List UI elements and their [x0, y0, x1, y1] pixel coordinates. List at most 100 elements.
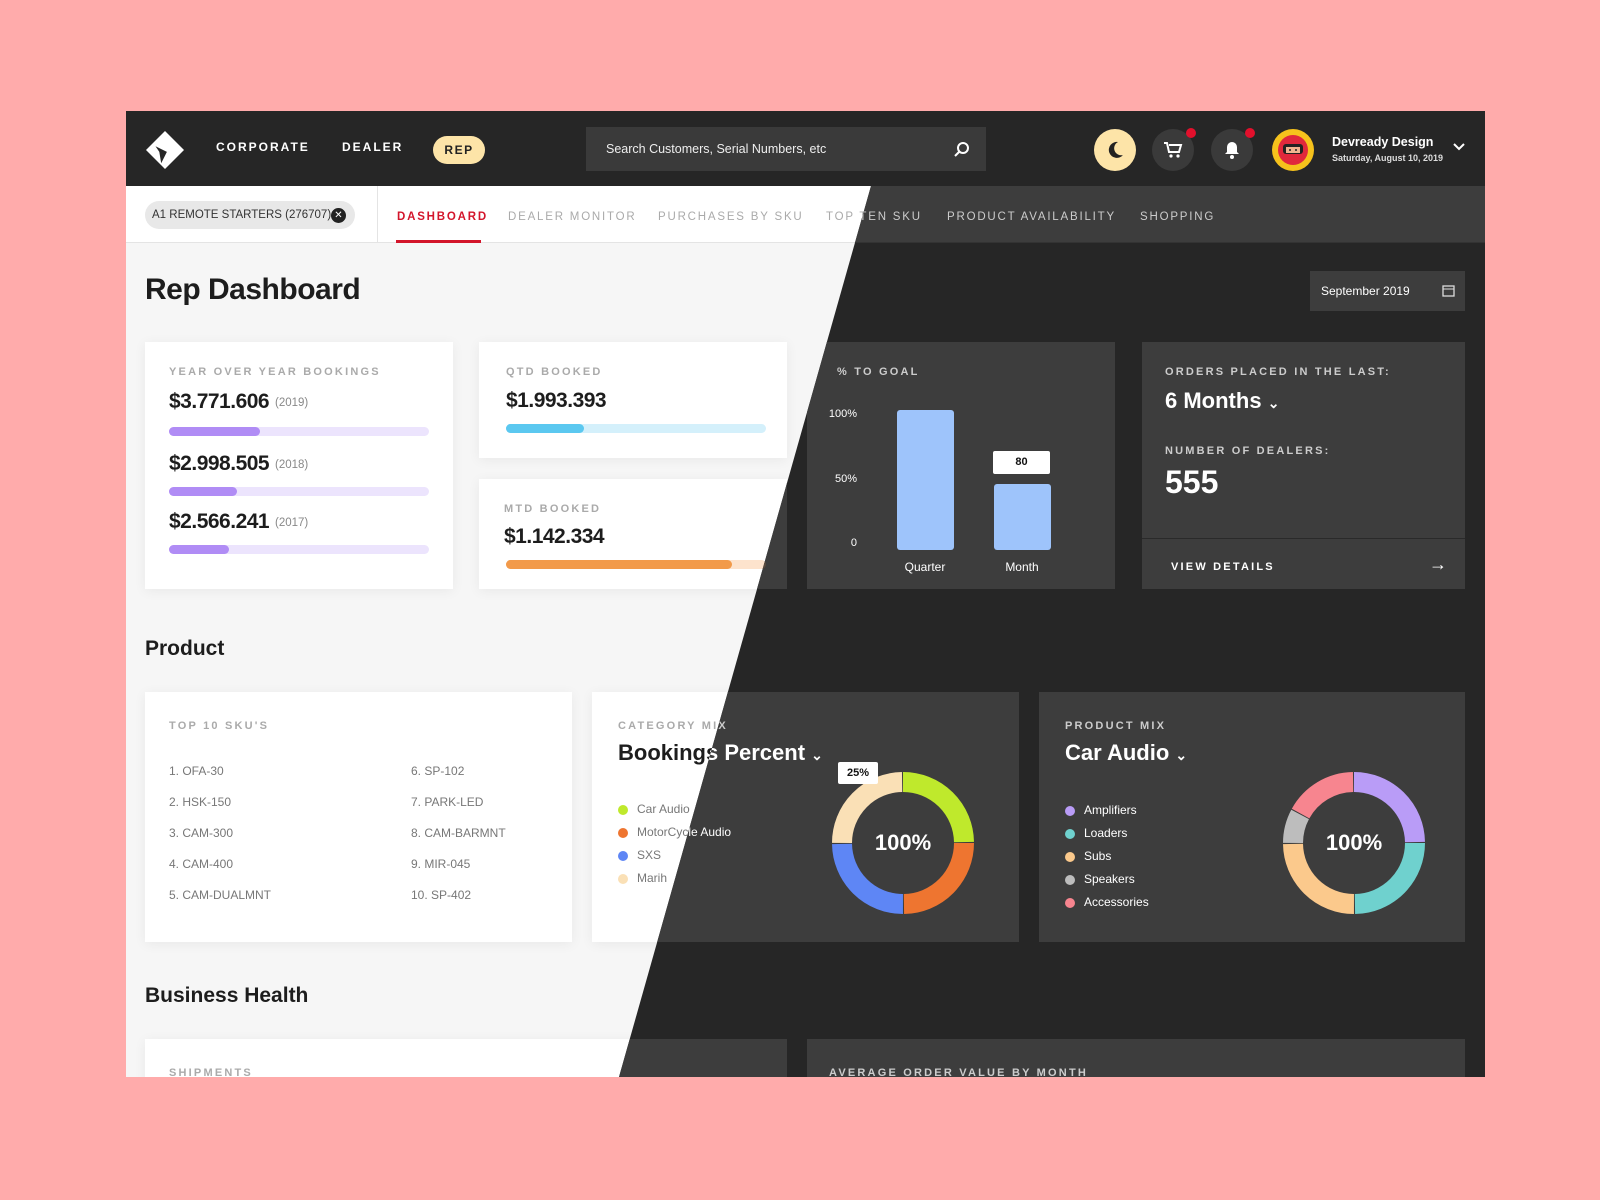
legend-item: Amplifiers	[1065, 803, 1137, 817]
notification-dot	[1245, 128, 1255, 138]
product-mix-card: PRODUCT MIX Car Audio ⌄ Amplifiers Loade…	[1039, 692, 1465, 942]
page-title: Rep Dashboard	[145, 273, 361, 306]
x-label: Quarter	[904, 560, 946, 574]
yoy-bookings-card: YEAR OVER YEAR BOOKINGS $3.771.606 (2019…	[145, 342, 453, 589]
card-label: TOP 10 SKU'S	[169, 720, 270, 732]
divider	[377, 186, 378, 243]
aov-card: AVERAGE ORDER VALUE BY MONTH	[807, 1039, 1465, 1077]
card-label: ORDERS PLACED IN THE LAST:	[1165, 366, 1391, 378]
legend-item: Speakers	[1065, 872, 1135, 886]
progress-bar	[169, 545, 429, 554]
nav-rep[interactable]: REP	[433, 136, 485, 164]
sku-item[interactable]: 4. CAM-400	[169, 857, 234, 871]
arrow-right-icon[interactable]: →	[1429, 554, 1447, 574]
view-details-link[interactable]: VIEW DETAILS	[1171, 561, 1275, 573]
axis-tick: 100%	[828, 408, 857, 420]
date-value: September 2019	[1321, 284, 1410, 298]
bar-tooltip: 80	[993, 451, 1050, 474]
yoy-value-2017: $2.566.241	[169, 510, 270, 533]
section-title-business-health: Business Health	[145, 984, 309, 1007]
tab-product-availability[interactable]: PRODUCT AVAILABILITY	[947, 211, 1116, 223]
legend-item: Loaders	[1065, 826, 1127, 840]
year-label: (2017)	[275, 517, 309, 529]
card-label: QTD BOOKED	[506, 366, 603, 378]
user-name: Devready Design	[1332, 135, 1434, 149]
goal-card: % TO GOAL 100% 50% 0 80 Quarter Month	[807, 342, 1115, 589]
calendar-icon	[1442, 285, 1455, 297]
year-label: (2018)	[275, 459, 309, 471]
card-label: % TO GOAL	[837, 366, 920, 378]
legend-item: Accessories	[1065, 895, 1149, 909]
sku-item[interactable]: 3. CAM-300	[169, 826, 234, 840]
card-label: AVERAGE ORDER VALUE BY MONTH	[829, 1067, 1089, 1077]
legend-item: SXS	[618, 848, 661, 862]
sku-item[interactable]: 6. SP-102	[411, 764, 465, 778]
progress-bar	[169, 427, 429, 436]
chevron-down-icon: ⌄	[811, 747, 823, 763]
sku-item[interactable]: 7. PARK-LED	[411, 795, 484, 809]
logo-icon[interactable]	[146, 131, 184, 169]
dark-mode-toggle[interactable]	[1094, 129, 1136, 171]
chevron-down-icon: ⌄	[1175, 747, 1188, 763]
sku-item[interactable]: 2. HSK-150	[169, 795, 232, 809]
cart-button[interactable]	[1152, 128, 1196, 171]
app-window: CORPORATE DEALER REP Search Customers, S…	[126, 111, 1485, 1077]
search-input[interactable]: Search Customers, Serial Numbers, etc	[586, 127, 986, 171]
category-donut-chart[interactable]	[830, 770, 976, 916]
product-mix-select[interactable]: Car Audio ⌄	[1065, 740, 1188, 765]
search-placeholder: Search Customers, Serial Numbers, etc	[606, 142, 827, 156]
axis-tick: 50%	[834, 473, 857, 485]
card-label: PRODUCT MIX	[1065, 720, 1167, 732]
top-skus-card: TOP 10 SKU'S 1. OFA-30 2. HSK-150 3. CAM…	[145, 692, 572, 942]
card-label: NUMBER OF DEALERS:	[1165, 445, 1331, 457]
bar-month[interactable]	[994, 484, 1051, 550]
nav-corporate[interactable]: CORPORATE	[216, 140, 310, 154]
active-tab-underline	[396, 240, 481, 243]
avatar[interactable]	[1272, 129, 1314, 171]
sku-item[interactable]: 8. CAM-BARMNT	[411, 826, 506, 840]
tab-shopping[interactable]: SHOPPING	[1140, 211, 1216, 223]
x-label: Month	[1005, 560, 1039, 574]
filter-chip-label: A1 REMOTE STARTERS (276707)	[152, 209, 332, 221]
top-bar: CORPORATE DEALER REP Search Customers, S…	[126, 111, 1485, 186]
sku-item[interactable]: 5. CAM-DUALMNT	[169, 888, 272, 902]
sku-item[interactable]: 1. OFA-30	[169, 764, 224, 778]
mtd-card: MTD BOOKED $1.142.334	[479, 479, 787, 589]
qtd-value: $1.993.393	[506, 389, 607, 412]
card-label: CATEGORY MIX	[618, 720, 728, 732]
dealers-count: 555	[1165, 464, 1219, 500]
avatar-helmet-icon	[1278, 135, 1308, 165]
card-label: MTD BOOKED	[504, 503, 602, 515]
legend-item: Car Audio	[618, 802, 690, 816]
tab-dealer-monitor[interactable]: DEALER MONITOR	[508, 211, 637, 223]
yoy-value-2019: $3.771.606	[169, 390, 270, 413]
chevron-down-icon[interactable]	[1453, 143, 1465, 151]
card-label: SHIPMENTS	[169, 1067, 253, 1077]
orders-card: ORDERS PLACED IN THE LAST: 6 Months ⌄ NU…	[1142, 342, 1465, 589]
tab-dashboard[interactable]: DASHBOARD	[397, 211, 488, 223]
donut-center-label: 100%	[874, 830, 932, 855]
legend-item: Subs	[1065, 849, 1111, 863]
bell-icon	[1225, 142, 1239, 159]
year-label: (2019)	[275, 397, 309, 409]
tab-purchases-by-sku[interactable]: PURCHASES BY SKU	[658, 211, 804, 223]
notifications-button[interactable]	[1211, 128, 1255, 171]
donut-center-label: 100%	[1325, 830, 1383, 855]
product-donut-chart[interactable]	[1281, 770, 1427, 916]
nav-dealer[interactable]: DEALER	[342, 140, 404, 154]
progress-bar	[506, 560, 766, 569]
search-icon[interactable]	[954, 141, 970, 157]
sku-item[interactable]: 9. MIR-045	[411, 857, 471, 871]
bar-quarter[interactable]	[897, 410, 954, 550]
close-icon[interactable]: ✕	[331, 208, 346, 223]
yoy-value-2018: $2.998.505	[169, 452, 270, 475]
filter-chip[interactable]: A1 REMOTE STARTERS (276707) ✕	[145, 201, 355, 229]
legend-item: Marih	[618, 871, 667, 885]
sku-item[interactable]: 10. SP-402	[411, 888, 472, 902]
qtd-card: QTD BOOKED $1.993.393	[479, 342, 787, 458]
period-select[interactable]: 6 Months ⌄	[1165, 388, 1280, 413]
divider	[1142, 538, 1465, 539]
date-picker[interactable]: September 2019	[1310, 271, 1465, 311]
donut-tooltip: 25%	[838, 762, 878, 784]
shipments-card-dark	[619, 1039, 787, 1077]
